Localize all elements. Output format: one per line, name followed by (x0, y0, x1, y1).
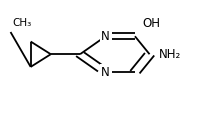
Text: NH₂: NH₂ (159, 48, 181, 61)
Text: N: N (101, 30, 110, 43)
Text: N: N (101, 66, 110, 79)
Text: OH: OH (142, 17, 160, 30)
Text: CH₃: CH₃ (12, 18, 32, 28)
